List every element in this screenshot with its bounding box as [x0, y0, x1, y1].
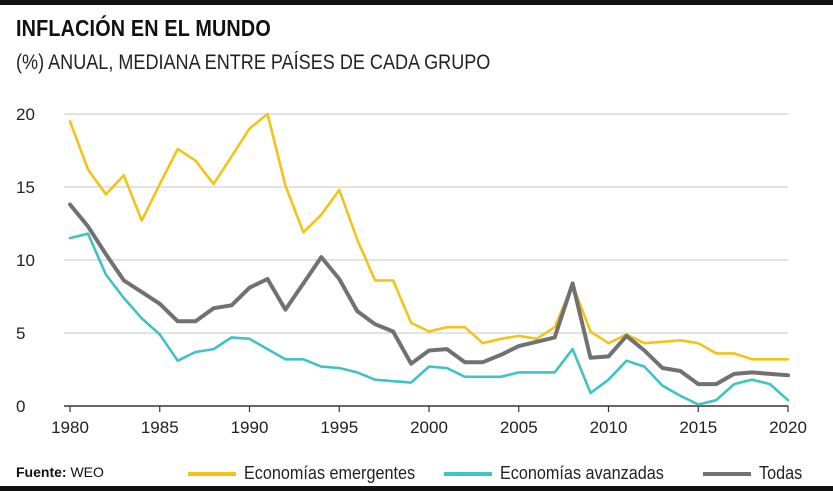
line-chart: 0 5 10 15 20 1980 1985 1990 1995 2000 2005 2010 201… [16, 105, 807, 437]
y-tick-label-10: 10 [16, 251, 35, 270]
legend-label-emergentes: Economías emergentes [244, 463, 416, 483]
chart-title: INFLACIÓN EN EL MUNDO [16, 15, 271, 41]
x-tick-label-2015: 2015 [679, 418, 717, 437]
source-value: WEO [70, 464, 104, 480]
y-axis-ticks: 0 5 10 15 20 [16, 105, 35, 416]
y-tick-label-15: 15 [16, 178, 35, 197]
x-tick-label-2010: 2010 [590, 418, 628, 437]
gridlines [64, 113, 788, 407]
series-line-economias-emergentes [68, 112, 790, 361]
y-tick-label-5: 5 [16, 324, 25, 343]
source-note: Fuente: WEO [16, 464, 104, 480]
series-lines [68, 112, 790, 406]
x-tick-label-1985: 1985 [141, 418, 179, 437]
x-tick-label-1990: 1990 [231, 418, 269, 437]
legend-swatch-avanzadas [444, 472, 492, 476]
legend-label-todas: Todas [759, 463, 803, 483]
chart-subtitle: (%) ANUAL, MEDIANA ENTRE PAÍSES DE CADA … [16, 51, 491, 74]
y-tick-label-20: 20 [16, 105, 35, 124]
chart-footer: Fuente: WEO Economías emergentes Economí… [0, 460, 833, 488]
series-line-todas [68, 202, 790, 387]
y-tick-label-0: 0 [16, 397, 25, 416]
x-tick-label-2000: 2000 [410, 418, 448, 437]
legend-label-avanzadas: Economías avanzadas [500, 463, 664, 483]
x-axis-ticks: 1980 1985 1990 1995 2000 2005 2010 2015 2020 [51, 406, 807, 437]
x-tick-label-1980: 1980 [51, 418, 89, 437]
series-line-economias-avanzadas [68, 232, 790, 406]
legend-swatch-todas [703, 472, 751, 476]
x-tick-label-1995: 1995 [320, 418, 358, 437]
x-tick-label-2005: 2005 [500, 418, 538, 437]
x-tick-label-2020: 2020 [769, 418, 807, 437]
source-label: Fuente: [16, 464, 67, 480]
legend-swatch-emergentes [188, 472, 236, 476]
